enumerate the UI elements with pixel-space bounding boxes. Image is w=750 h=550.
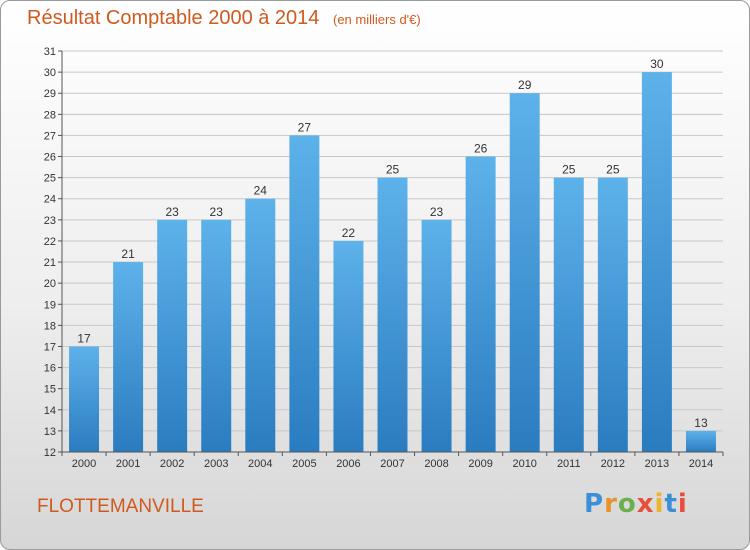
bar-2014: [685, 430, 716, 452]
data-label: 26: [474, 142, 488, 156]
town-name: FLOTTEMANVILLE: [37, 496, 204, 517]
y-tick-label: 21: [44, 257, 56, 269]
y-tick-label: 16: [44, 363, 56, 375]
bar-2009: [465, 156, 496, 453]
bar-2003: [201, 219, 232, 452]
data-label: 23: [210, 205, 224, 219]
bar-2006: [333, 240, 364, 452]
y-tick-label: 24: [44, 194, 56, 206]
data-label: 23: [165, 205, 179, 219]
data-label: 25: [386, 163, 400, 177]
y-tick-label: 12: [44, 447, 56, 459]
bar-2008: [421, 219, 452, 452]
x-tick-label: 2012: [601, 458, 625, 470]
data-label: 25: [562, 163, 576, 177]
x-tick-label: 2006: [336, 458, 360, 470]
x-tick-label: 2002: [160, 458, 184, 470]
bar-2002: [157, 219, 188, 452]
y-tick-label: 17: [44, 341, 56, 353]
data-label: 27: [298, 120, 312, 134]
logo-letter: i: [677, 489, 688, 519]
data-label: 23: [430, 205, 444, 219]
data-label: 21: [121, 247, 135, 261]
y-tick-label: 29: [44, 88, 56, 100]
y-tick-label: 27: [44, 130, 56, 142]
data-label: 17: [77, 331, 91, 345]
y-axis: 12 13 14 15 16 17 18 19 20 21 22 23 24 25 26 27 28 29 30 31: [44, 46, 63, 459]
x-axis: 2000 2001 2002 2003 2004 2005 2006 2007 2008 2009…: [61, 451, 724, 470]
bars: [69, 72, 716, 453]
bar-2007: [377, 177, 408, 452]
bar-2000: [69, 346, 100, 452]
logo-letter: P: [584, 489, 605, 519]
data-label: 30: [650, 57, 664, 71]
data-label: 13: [694, 416, 708, 430]
y-tick-label: 13: [44, 426, 56, 438]
x-tick-label: 2010: [512, 458, 536, 470]
bar-2012: [597, 177, 628, 452]
bar-2013: [641, 72, 672, 453]
bar-2011: [553, 177, 584, 452]
x-tick-label: 2003: [204, 458, 228, 470]
logo-letter: r: [604, 489, 618, 519]
logo-letter: t: [664, 489, 678, 519]
y-tick-label: 23: [44, 215, 56, 227]
y-tick-label: 31: [44, 46, 56, 58]
chart-title: Résultat Comptable 2000 à 2014 (en milli…: [27, 7, 421, 30]
data-label: 29: [518, 78, 532, 92]
bar-2001: [113, 262, 144, 452]
y-tick-label: 22: [44, 236, 56, 248]
data-label: 22: [342, 226, 356, 240]
chart-title-text: Résultat Comptable 2000 à 2014: [27, 7, 320, 29]
data-label: 25: [606, 163, 620, 177]
x-tick-label: 2011: [557, 458, 581, 470]
y-tick-label: 26: [44, 152, 56, 164]
x-tick-label: 2000: [72, 458, 96, 470]
y-tick-label: 25: [44, 173, 56, 185]
x-tick-label: 2007: [380, 458, 404, 470]
x-tick-label: 2008: [424, 458, 448, 470]
x-tick-label: 2005: [292, 458, 316, 470]
data-labels: 17 21 23 23 24 27 22 25 23 26 29 25 25 30 13: [77, 57, 708, 430]
x-tick-label: 2009: [468, 458, 492, 470]
y-tick-label: 15: [44, 384, 56, 396]
logo-letter: x: [636, 489, 655, 519]
data-label: 24: [254, 184, 268, 198]
x-tick-label: 2013: [645, 458, 669, 470]
bar-2005: [289, 135, 320, 452]
bar-2010: [509, 93, 540, 453]
x-tick-label: 2014: [689, 458, 713, 470]
y-tick-label: 30: [44, 67, 56, 79]
proxiti-logo[interactable]: Proxiti: [584, 489, 688, 519]
y-tick-label: 14: [44, 405, 56, 417]
y-tick-label: 19: [44, 299, 56, 311]
chart-subtitle: (en milliers d'€): [332, 12, 421, 27]
y-tick-label: 28: [44, 109, 56, 121]
bar-2004: [245, 198, 276, 452]
y-tick-label: 20: [44, 278, 56, 290]
logo-letter: o: [617, 489, 637, 519]
x-tick-label: 2004: [248, 458, 272, 470]
logo-letter: i: [654, 489, 665, 519]
x-tick-label: 2001: [116, 458, 140, 470]
y-tick-label: 18: [44, 320, 56, 332]
